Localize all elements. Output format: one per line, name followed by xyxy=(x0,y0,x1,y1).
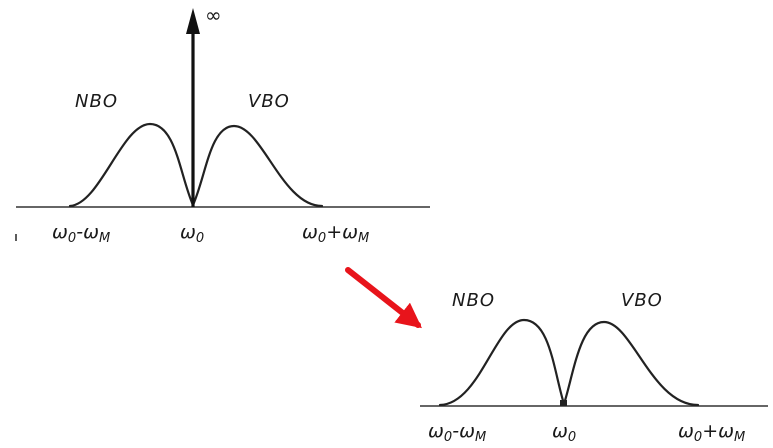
infinity-label: ∞ xyxy=(205,3,222,27)
transition-arrow-icon xyxy=(345,267,422,329)
upper-sideband-curve xyxy=(191,124,324,208)
tick-label-lower-edge: ω0-ωM xyxy=(52,221,110,246)
upper-band-label: VBO xyxy=(248,91,290,112)
lower-sideband-curve xyxy=(68,122,195,208)
lower-band-label: NBO xyxy=(75,91,118,112)
lower-sideband-curve xyxy=(438,318,566,407)
lower-band-label: NBO xyxy=(452,290,495,311)
upper-band-label: VBO xyxy=(621,290,663,311)
tick-label-carrier: ω0 xyxy=(552,420,576,445)
carrier-arrowhead-icon xyxy=(186,8,200,34)
carrier-null-marker xyxy=(560,400,567,406)
tick-label-upper-edge: ω0+ωM xyxy=(678,420,745,445)
spectrum-with-carrier: ∞ NBO VBO ω0-ωM ω0 ω0+ωM xyxy=(15,3,430,246)
tick-label-upper-edge: ω0+ωM xyxy=(302,221,369,246)
spectrum-suppressed-carrier: NBO VBO ω0-ωM ω0 ω0+ωM xyxy=(420,290,768,445)
upper-sideband-curve xyxy=(562,320,700,407)
tick-label-carrier: ω0 xyxy=(180,221,204,246)
tick-label-lower-edge: ω0-ωM xyxy=(428,420,486,445)
